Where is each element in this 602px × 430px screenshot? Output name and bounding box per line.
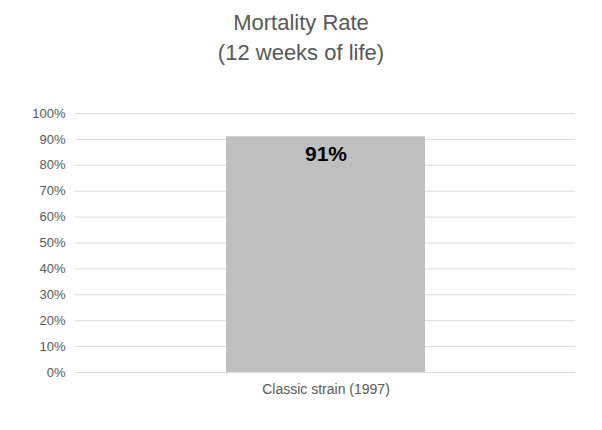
svg-text:91%: 91% <box>305 142 347 165</box>
svg-text:70%: 70% <box>39 183 65 198</box>
svg-text:90%: 90% <box>39 132 65 147</box>
svg-text:100%: 100% <box>32 106 66 121</box>
svg-text:30%: 30% <box>39 287 65 302</box>
svg-text:60%: 60% <box>39 209 65 224</box>
html-text:Mortality Rate: Mortality Rate <box>233 10 369 35</box>
svg-text:20%: 20% <box>39 313 65 328</box>
svg-text:50%: 50% <box>39 235 65 250</box>
svg-text:Classic strain (1997): Classic strain (1997) <box>262 381 390 397</box>
svg-text:0%: 0% <box>47 365 66 380</box>
svg-text:80%: 80% <box>39 157 65 172</box>
html-text:(12 weeks of life): (12 weeks of life) <box>217 40 385 65</box>
svg-text:10%: 10% <box>39 339 65 354</box>
svg-text:40%: 40% <box>39 261 65 276</box>
